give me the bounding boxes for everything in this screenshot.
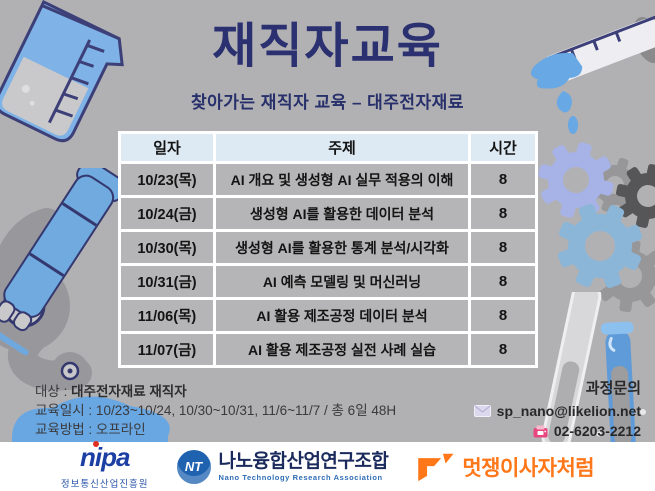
table-cell-date: 10/23(목) — [121, 164, 213, 195]
column-header-date: 일자 — [121, 134, 213, 161]
table-cell-topic: AI 개요 및 생성형 AI 실무 적용의 이해 — [216, 164, 468, 195]
contact-phone: 02-6203-2212 — [553, 423, 641, 439]
table-cell-hours: 8 — [471, 300, 535, 331]
contact-phone-row: 02-6203-2212 — [474, 421, 641, 441]
course-info: 대상 : 대주전자재료 재직자 교육일시 : 10/23~10/24, 10/3… — [35, 382, 396, 439]
likelion-org-name: 멋쟁이사자처럼 — [462, 456, 595, 480]
likelion-logo: 멋쟁이사자처럼 — [416, 452, 595, 482]
liquid-blob-icon — [12, 396, 170, 444]
info-target-label: 대상 : — [35, 384, 68, 399]
ntra-org-subname: Nano Technology Research Association — [218, 472, 383, 482]
microscope-icon — [0, 168, 122, 391]
nipa-org-name: 정보통신산업진흥원 — [60, 478, 149, 490]
gears-icon — [538, 142, 655, 313]
ntra-org: 나노융합산업연구조합 Nano Technology Research Asso… — [219, 452, 389, 482]
table-cell-topic: AI 예측 모델링 및 머신러닝 — [216, 266, 468, 297]
schedule-table: 일자 주제 시간 10/23(목) AI 개요 및 생성형 AI 실무 적용의 … — [118, 131, 538, 368]
table-cell-date: 11/06(목) — [121, 300, 213, 331]
table-cell-hours: 8 — [471, 266, 535, 297]
info-target: 대상 : 대주전자재료 재직자 — [35, 382, 396, 401]
ntra-globe-icon: NT — [176, 449, 211, 484]
ntra-org-name: 나노융합산업연구조합 — [218, 450, 389, 472]
table-cell-hours: 8 — [471, 164, 535, 195]
nipa-wordmark: nipa — [79, 440, 130, 472]
ntra-mark-text: NT — [184, 459, 203, 474]
beaker-icon — [0, 0, 124, 143]
pouring-cylinder-icon — [530, 15, 655, 134]
table-cell-date: 11/07(금) — [121, 334, 213, 365]
footer-logo-bar: nipa 정보통신산업진흥원 NT 나노융합산업연구조합 Nano Techno… — [0, 440, 655, 491]
envelope-icon — [473, 405, 491, 417]
contact-block: 과정문의 sp_nano@likelion.net 02-6203-2212 — [473, 379, 641, 441]
contact-title: 과정문의 — [585, 380, 641, 397]
test-tubes-icon — [541, 292, 646, 444]
nipa-red-dot-icon — [92, 440, 99, 447]
info-method: 교육방법 : 오프라인 — [35, 422, 146, 437]
column-header-hours: 시간 — [471, 134, 535, 161]
page-title: 재직자교육 — [212, 20, 443, 73]
table-cell-topic: AI 활용 제조공정 실전 사례 실습 — [216, 334, 468, 365]
contact-email-row: sp_nano@likelion.net — [473, 401, 641, 421]
nipa-logo: nipa 정보통신산업진흥원 — [60, 440, 149, 490]
table-cell-date: 10/31(금) — [121, 266, 213, 297]
info-target-value: 대주전자재료 재직자 — [71, 384, 187, 399]
nipa-wordmark-text: nipa — [79, 441, 130, 472]
ntra-logo: NT 나노융합산업연구조합 Nano Technology Research A… — [176, 449, 389, 484]
info-schedule: 교육일시 : 10/23~10/24, 10/30~10/31, 11/6~11… — [35, 403, 397, 418]
table-cell-date: 10/30(목) — [121, 232, 213, 263]
column-header-topic: 주제 — [216, 134, 468, 161]
table-cell-hours: 8 — [471, 198, 535, 229]
table-cell-hours: 8 — [471, 334, 535, 365]
table-cell-date: 10/24(금) — [121, 198, 213, 229]
fax-icon — [533, 425, 548, 437]
likelion-mark-icon — [418, 453, 454, 481]
table-cell-topic: AI 활용 제조공정 데이터 분석 — [216, 300, 468, 331]
table-cell-topic: 생성형 AI를 활용한 통계 분석/시각화 — [216, 232, 468, 263]
page-subtitle: 찾아가는 재직자 교육 – 대주전자재료 — [191, 93, 464, 112]
table-cell-topic: 생성형 AI를 활용한 데이터 분석 — [216, 198, 468, 229]
contact-email: sp_nano@likelion.net — [496, 403, 641, 419]
table-cell-hours: 8 — [471, 232, 535, 263]
